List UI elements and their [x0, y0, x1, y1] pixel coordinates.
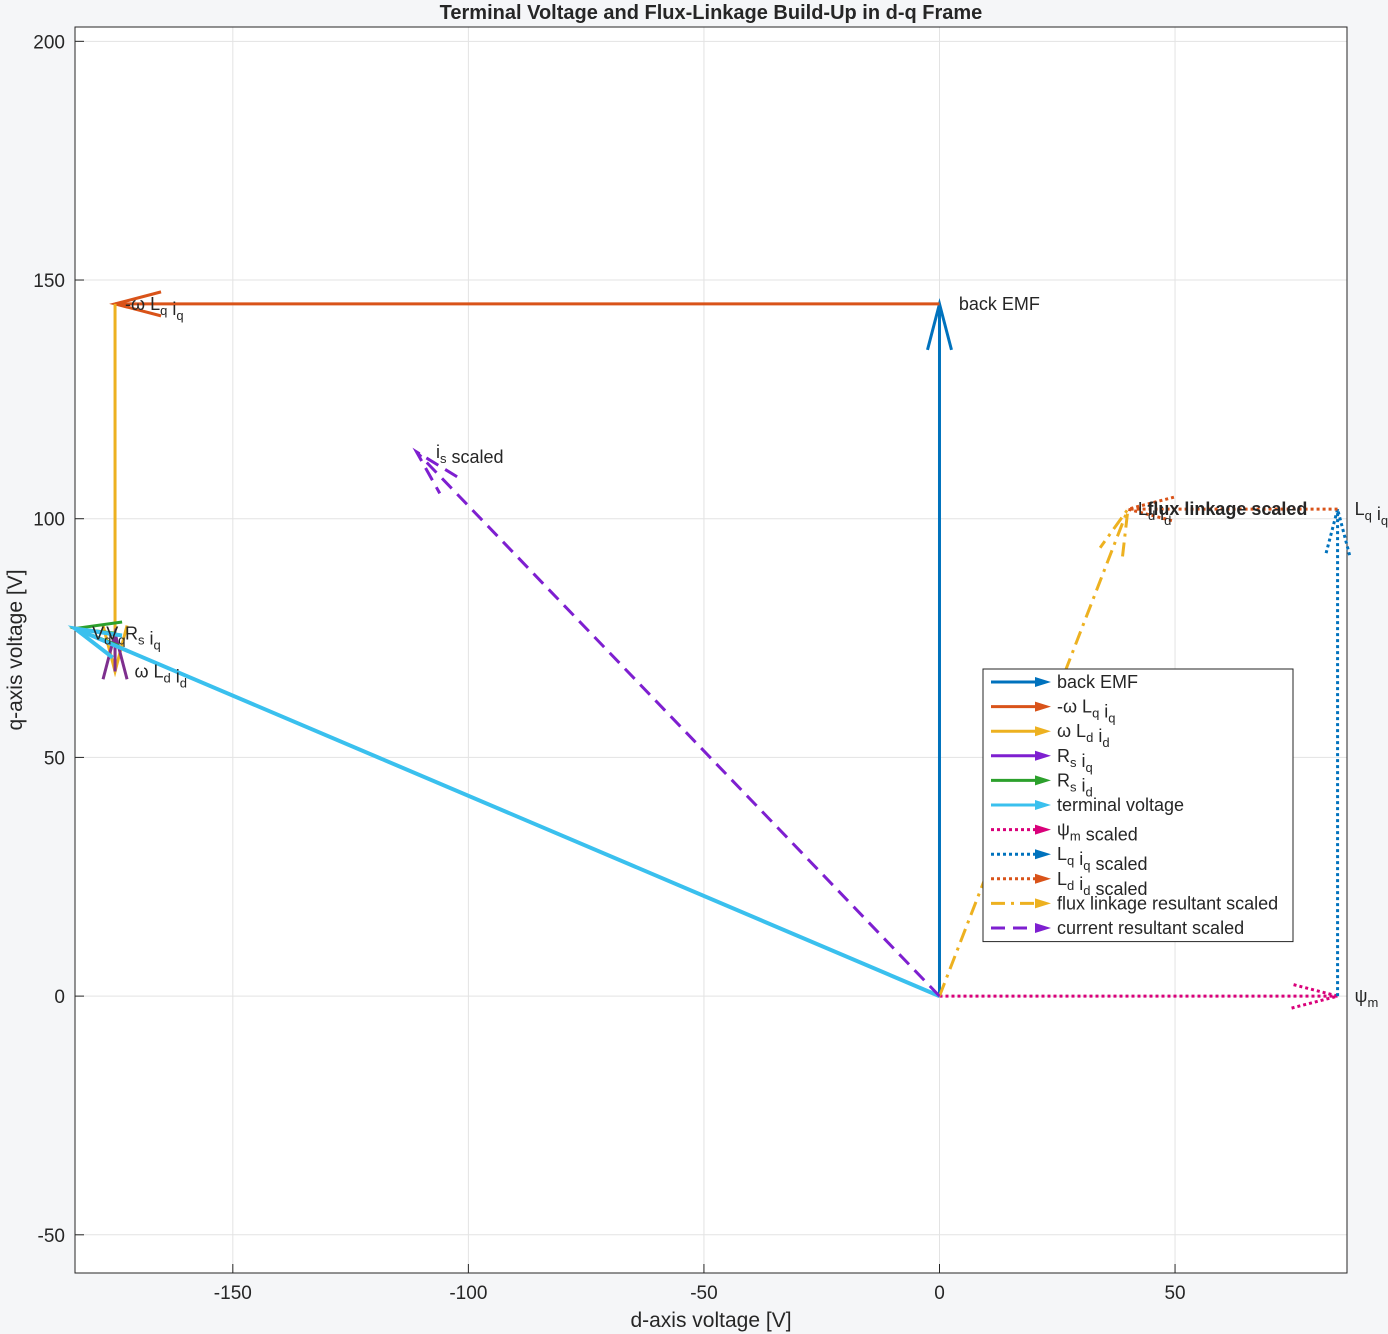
- series-arrow: [67, 625, 941, 998]
- legend-swatch-head: [1035, 898, 1051, 909]
- x-tick-label: 0: [934, 1283, 945, 1304]
- x-tick-label: 50: [1164, 1283, 1185, 1304]
- x-tick-label: -100: [449, 1283, 487, 1304]
- grid: [75, 27, 1347, 1273]
- legend-swatch-head: [1035, 701, 1051, 712]
- legend-item: back EMF: [991, 672, 1138, 692]
- annotation-label: ψm: [1355, 986, 1379, 1010]
- legend-label: Ld id scaled: [1057, 869, 1148, 899]
- series-arrowhead: [1324, 503, 1352, 556]
- annotation-label: is scaled: [436, 442, 504, 467]
- annotation-label: Vq: [106, 623, 125, 647]
- legend-item: Rs id: [991, 770, 1093, 799]
- annotation-label: Rs iq: [125, 623, 161, 652]
- legend-label: -ω Lq iq: [1057, 697, 1116, 726]
- series-arrowhead: [1121, 495, 1175, 523]
- y-tick-label: 50: [44, 748, 65, 769]
- legend-item: -ω Lq iq: [991, 697, 1116, 726]
- plot-area: [75, 27, 1347, 1273]
- x-tick-label: -50: [690, 1283, 717, 1304]
- y-tick-label: 150: [33, 271, 65, 292]
- chart-title: Terminal Voltage and Flux-Linkage Build-…: [440, 2, 983, 24]
- legend-item: current resultant scaled: [991, 918, 1244, 938]
- series-line: [415, 450, 941, 998]
- ticks: -150 -100 -50 0 50 -50 0 50 100 150 200: [33, 32, 1185, 1304]
- x-axis-label: d-axis voltage [V]: [630, 1309, 791, 1332]
- legend-item: flux linkage resultant scaled: [991, 893, 1278, 913]
- series-arrow: [412, 447, 941, 998]
- legend-swatch-head: [1035, 923, 1051, 933]
- series-line: [74, 626, 941, 998]
- series-arrowhead: [1098, 503, 1131, 557]
- legend-item: terminal voltage: [991, 795, 1184, 815]
- y-tick-label: 0: [54, 987, 65, 1008]
- annotation-label: Lq iq: [1355, 499, 1388, 528]
- series-arrowhead: [1291, 982, 1344, 1010]
- legend-item: ω Ld id: [991, 721, 1110, 750]
- legend-item: Lq iq scaled: [991, 844, 1148, 874]
- y-tick-label: -50: [38, 1226, 65, 1247]
- legend-swatch-head: [1035, 824, 1051, 835]
- y-tick-label: 100: [33, 510, 65, 531]
- legend-label: current resultant scaled: [1057, 918, 1244, 938]
- legend-item: ψm scaled: [991, 820, 1138, 845]
- series-arrow: [939, 982, 1344, 1010]
- annotation-label: flux linkage scaled: [1147, 499, 1307, 519]
- y-axis-label: q-axis voltage [V]: [4, 569, 27, 730]
- annotation-label: Vd: [92, 623, 111, 647]
- annotation-label: back EMF: [959, 294, 1040, 314]
- series-arrow: [1121, 495, 1338, 523]
- legend-swatch-head: [1035, 750, 1051, 761]
- legend-label: Rs id: [1057, 770, 1093, 799]
- legend-item: Ld id scaled: [991, 869, 1148, 899]
- legend-swatch-head: [1035, 726, 1051, 737]
- annotation-label: ω Ld id: [134, 661, 187, 690]
- series-group: [67, 290, 1352, 1010]
- legend-label: terminal voltage: [1057, 795, 1184, 815]
- series-arrowhead: [67, 625, 123, 660]
- legend-swatch-head: [1035, 677, 1051, 687]
- annotation-label: -ω Lq iq: [125, 294, 184, 323]
- x-tick-label: -150: [214, 1283, 252, 1304]
- legend-swatch-head: [1035, 775, 1051, 786]
- legend-label: ψm scaled: [1057, 820, 1138, 845]
- legend-label: Rs iq: [1057, 746, 1093, 775]
- legend-swatch-head: [1035, 800, 1051, 810]
- legend-label: back EMF: [1057, 672, 1138, 692]
- legend-swatch-head: [1035, 849, 1051, 860]
- plot-box: [74, 26, 1348, 1274]
- legend-swatch-head: [1035, 873, 1051, 884]
- legend-label: ω Ld id: [1057, 721, 1110, 750]
- y-tick-label: 200: [33, 32, 65, 53]
- series-arrow: [1324, 503, 1352, 997]
- legend-label: Lq iq scaled: [1057, 844, 1148, 874]
- annotation-label: Ld id: [1138, 499, 1171, 528]
- legend-label: flux linkage resultant scaled: [1057, 893, 1278, 913]
- legend-item: Rs iq: [991, 746, 1093, 775]
- series-arrowhead: [412, 447, 458, 495]
